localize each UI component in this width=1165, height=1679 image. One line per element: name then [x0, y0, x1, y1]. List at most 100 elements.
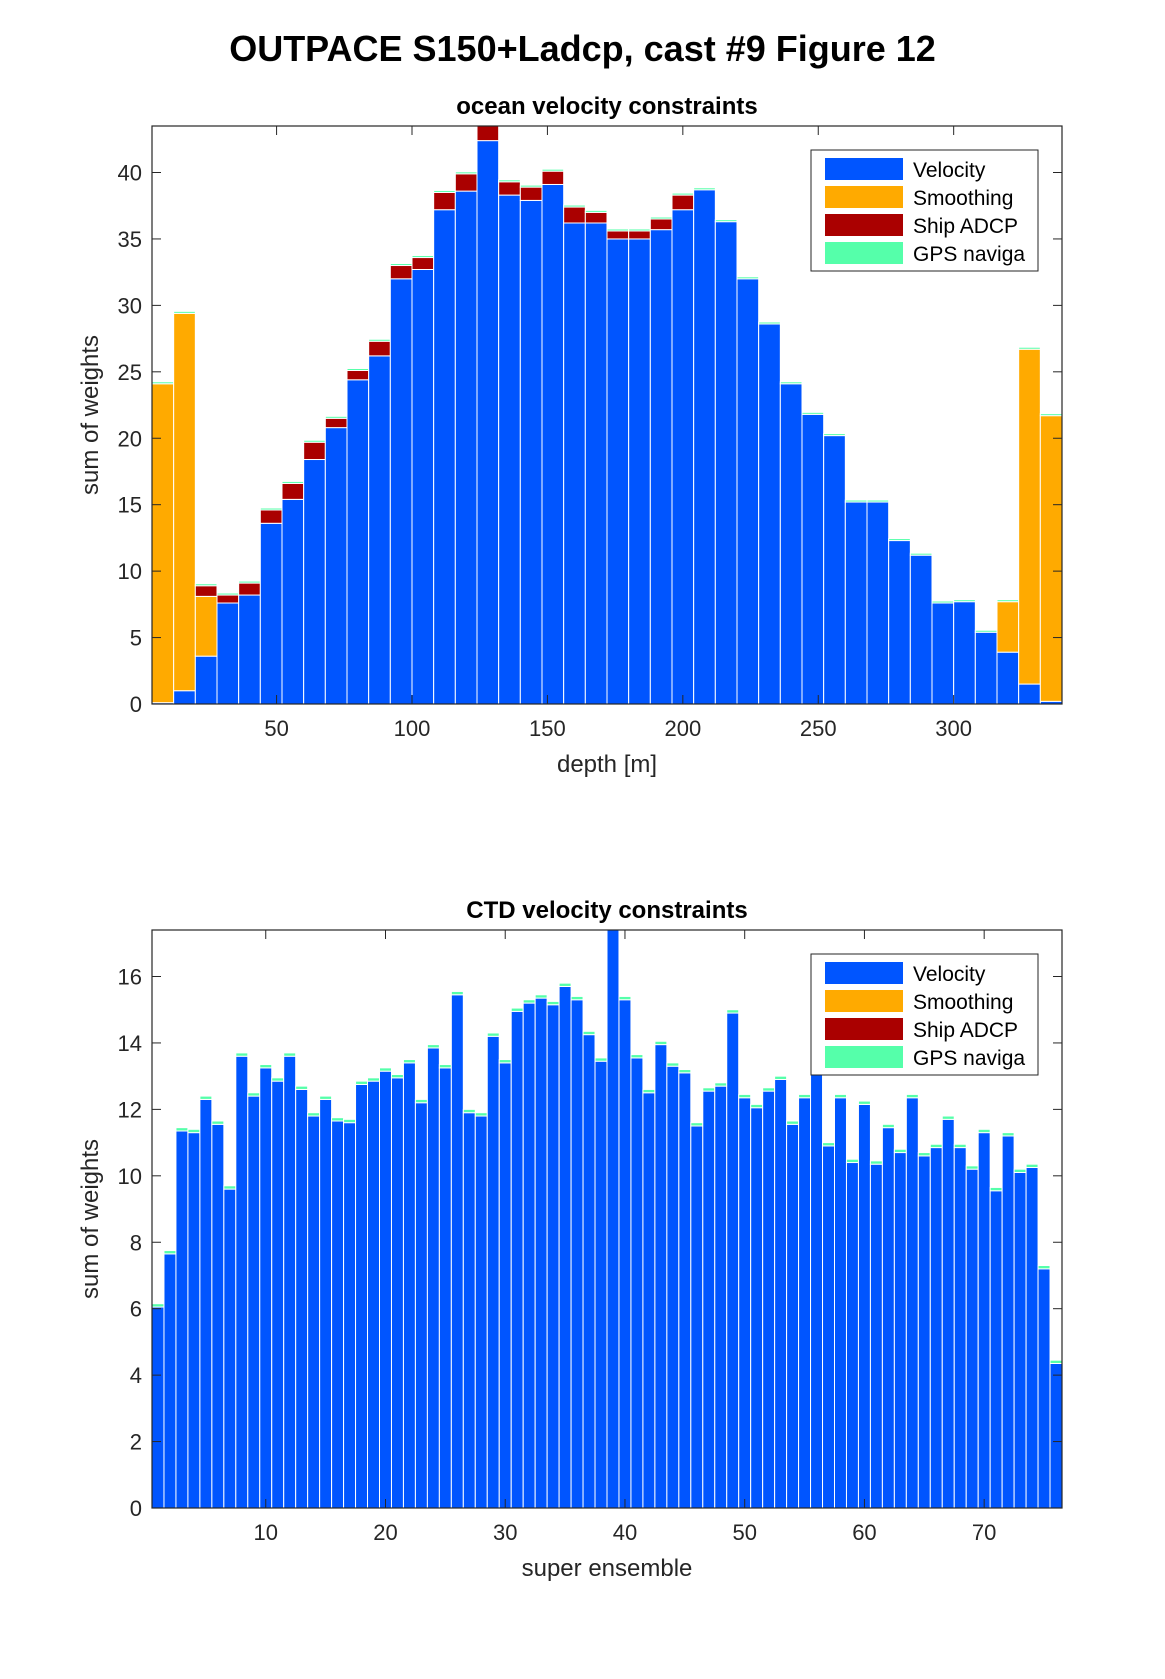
bar-gps-naviga [295, 1085, 309, 1090]
bar-gps-naviga [642, 1088, 656, 1094]
bar-velocity [1018, 683, 1041, 704]
bar-gps-naviga [238, 580, 261, 584]
bar-gps-naviga [834, 1093, 847, 1099]
legend-swatch [825, 242, 903, 264]
x-tick-label: 150 [529, 716, 566, 741]
bar-velocity [558, 985, 572, 1508]
bar-velocity [175, 1130, 189, 1508]
bar-velocity [355, 1083, 369, 1508]
bar-gps-naviga [666, 1062, 680, 1067]
bar-ship-adcp [324, 417, 348, 429]
bar-velocity [498, 1062, 512, 1508]
bar-gps-naviga [235, 1052, 249, 1057]
bar-gps-naviga [630, 1054, 644, 1059]
bar-gps-naviga [433, 189, 456, 193]
bar-ship-adcp [476, 126, 500, 142]
bar-gps-naviga [570, 995, 584, 1001]
bar-velocity [247, 1095, 261, 1508]
bar-velocity [368, 355, 391, 704]
bar-gps-naviga [187, 1128, 201, 1134]
y-tick-label: 10 [118, 559, 142, 584]
bar-velocity [194, 655, 218, 704]
bar-gps-naviga [996, 599, 1020, 603]
bar-gps-naviga [152, 1303, 165, 1308]
bar-gps-naviga [414, 1098, 428, 1104]
bar-velocity [319, 1098, 333, 1508]
bar-velocity [510, 1010, 524, 1508]
bar-velocity [941, 1118, 955, 1508]
bar-gps-naviga [726, 1009, 740, 1014]
bar-gps-naviga [331, 1117, 345, 1122]
bar-velocity [750, 1107, 764, 1508]
y-tick-label: 20 [118, 426, 142, 451]
bar-gps-naviga [259, 1064, 273, 1069]
y-tick-label: 0 [130, 1496, 142, 1521]
chart-1: 50 100 150 200 250 300 0 5 10 15 20 25 30 35 40 ocean v… [77, 93, 1063, 778]
legend-label: Smoothing [913, 187, 1013, 210]
bar-velocity [1049, 1363, 1062, 1508]
bar-velocity [654, 1044, 668, 1508]
bar-gps-naviga [1001, 1132, 1015, 1137]
bar-gps-naviga [881, 1123, 895, 1129]
y-tick-label: 35 [118, 227, 142, 252]
figure-title: OUTPACE S150+Ladcp, cast #9 Figure 12 [229, 28, 936, 69]
bar-ship-adcp [411, 257, 435, 271]
bar-ship-adcp [238, 582, 261, 596]
x-tick-label: 60 [852, 1520, 876, 1545]
bar-velocity [758, 323, 781, 704]
bar-velocity [798, 1097, 812, 1508]
bar-velocity [929, 1147, 943, 1508]
legend-label: Ship ADCP [913, 1019, 1018, 1042]
legend-swatch [825, 962, 903, 984]
y-tick-label: 8 [130, 1230, 142, 1255]
bars [152, 126, 1062, 704]
bar-gps-naviga [546, 1000, 560, 1006]
bar-velocity [438, 1067, 452, 1508]
bar-ship-adcp [541, 170, 565, 185]
bar-velocity [736, 278, 760, 704]
bar-gps-naviga [869, 1160, 883, 1165]
bar-gps-naviga [402, 1059, 416, 1064]
bar-velocity [953, 601, 976, 704]
bar-velocity [563, 222, 586, 704]
bar-velocity [869, 1163, 883, 1508]
x-tick-label: 100 [394, 716, 431, 741]
legend-swatch [825, 214, 903, 236]
bar-velocity [630, 1057, 644, 1508]
x-tick-label: 10 [254, 1520, 278, 1545]
bar-velocity [996, 651, 1020, 704]
legend-label: Velocity [913, 963, 986, 986]
bar-gps-naviga [1018, 346, 1041, 350]
bar-velocity [606, 238, 630, 704]
bar-velocity [977, 1132, 991, 1508]
bar-velocity [414, 1102, 428, 1508]
bar-velocity [678, 1072, 692, 1508]
bar-velocity [295, 1088, 309, 1508]
bar-velocity [1001, 1135, 1015, 1508]
bar-ship-adcp [563, 206, 586, 224]
bar-velocity [259, 1067, 273, 1508]
y-tick-label: 25 [118, 360, 142, 385]
bar-velocity [152, 1306, 165, 1508]
bar-velocity [307, 1115, 321, 1508]
bar-velocity [649, 229, 673, 704]
x-tick-label: 250 [800, 716, 837, 741]
bar-velocity [628, 238, 651, 704]
bar-ship-adcp [346, 369, 370, 381]
bar-gps-naviga [822, 1142, 835, 1147]
bar-gps-naviga [786, 1120, 800, 1125]
bar-velocity [810, 1064, 824, 1508]
bar-ship-adcp [628, 230, 651, 240]
chart-title: CTD velocity constraints [466, 897, 747, 924]
bar-velocity [346, 379, 370, 704]
x-tick-label: 200 [664, 716, 701, 741]
bar-smoothing [173, 312, 196, 692]
bar-velocity [582, 1034, 596, 1508]
bar-velocity [379, 1070, 392, 1508]
bar-gps-naviga [343, 1118, 357, 1124]
bar-velocity [881, 1127, 895, 1508]
bar-gps-naviga [893, 1148, 907, 1154]
bar-velocity [801, 413, 825, 704]
bar-smoothing [996, 601, 1020, 653]
y-tick-label: 10 [118, 1164, 142, 1189]
